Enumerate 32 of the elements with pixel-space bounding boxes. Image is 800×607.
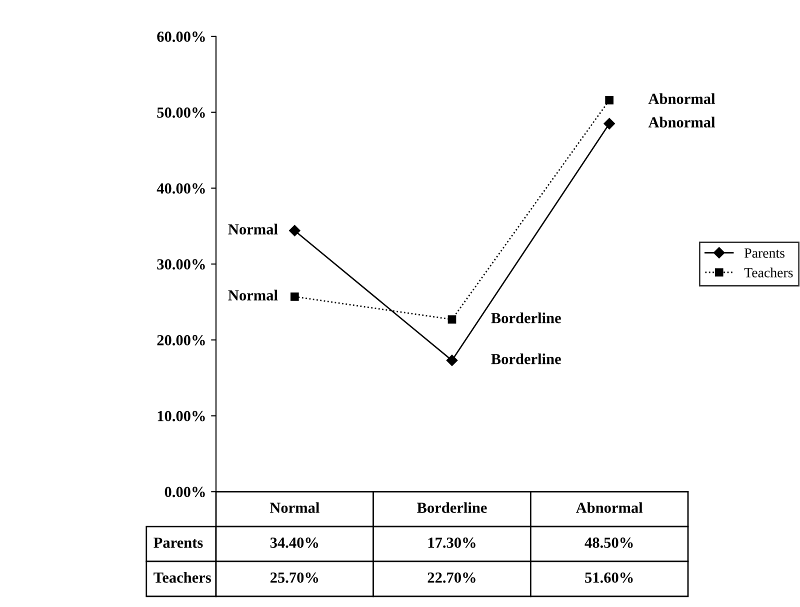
data-label: 34.40% (270, 538, 318, 548)
annotation: Abnormal (648, 116, 716, 128)
legend-label: Teachers (744, 268, 793, 278)
y-tick-label: 60.00% (157, 32, 205, 42)
point (604, 118, 615, 130)
point (448, 315, 456, 324)
y-tick-label: 10.00% (158, 410, 205, 422)
point (446, 354, 458, 366)
data-label: 48.50% (584, 538, 633, 548)
y-tick-label: 50.00% (157, 107, 205, 118)
data-label: 17.30% (428, 538, 476, 548)
y-tick-label: 30.00% (157, 259, 205, 270)
x-tick-label: Abnormal (576, 502, 643, 513)
y-tick-label: 20.00% (157, 335, 205, 346)
legend-label: Parents (744, 248, 784, 258)
x-tick-label: Normal (270, 502, 320, 513)
annotation: Abnormal (648, 93, 716, 104)
data-label: 51.60% (585, 572, 633, 583)
y-tick-label: 40.00% (156, 183, 205, 194)
x-tick-label: Borderline (417, 502, 487, 513)
data-label: 25.70% (270, 572, 318, 583)
text: Teachers (154, 572, 211, 583)
annotation: Borderline (491, 353, 561, 364)
point (289, 225, 300, 236)
point (290, 292, 299, 301)
y-tick-label: 0.00% (164, 486, 205, 498)
point (605, 96, 614, 104)
annotation: Normal (228, 290, 278, 300)
text: Parents (154, 538, 203, 548)
annotation: Borderline (491, 312, 561, 324)
data-label: 22.70% (428, 572, 476, 583)
annotation: Normal (228, 224, 278, 234)
